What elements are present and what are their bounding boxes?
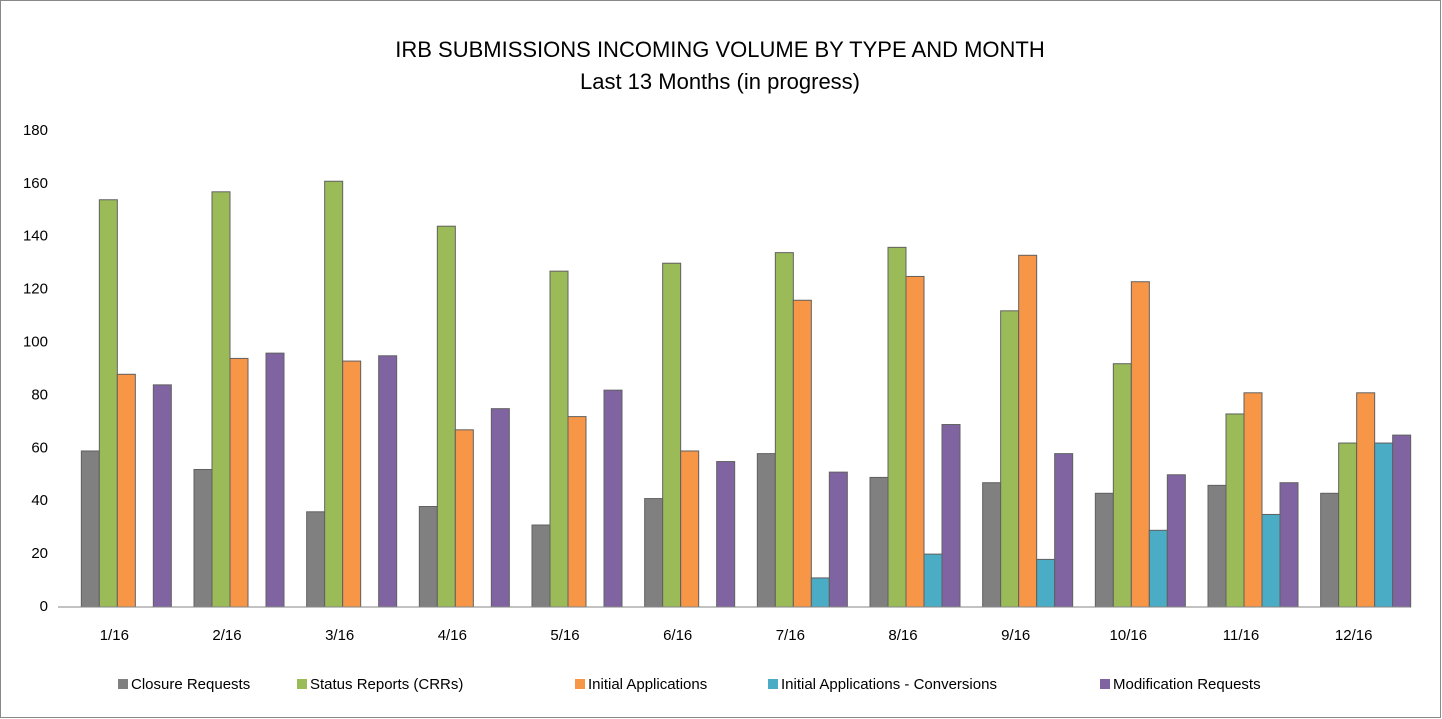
- bar: [905, 275, 925, 608]
- bar: [1130, 281, 1150, 608]
- bar: [98, 199, 118, 608]
- x-tick-label: 5/16: [550, 627, 579, 644]
- bar: [567, 416, 587, 608]
- bar: [792, 299, 812, 608]
- bar: [828, 471, 848, 608]
- legend-swatch: [768, 679, 778, 689]
- bar: [1338, 442, 1358, 608]
- bar: [1148, 529, 1168, 608]
- bar: [1036, 558, 1056, 608]
- bar: [1207, 484, 1227, 608]
- bar: [306, 511, 326, 608]
- bar: [378, 355, 398, 608]
- x-tick-label: 2/16: [212, 627, 241, 644]
- bar: [1320, 492, 1340, 608]
- bar: [887, 246, 907, 608]
- bar: [549, 270, 569, 608]
- legend-label: Closure Requests: [131, 676, 250, 693]
- bar: [941, 424, 961, 608]
- x-tick-label: 10/16: [1110, 627, 1148, 644]
- bar: [1166, 474, 1186, 608]
- bar: [211, 191, 231, 608]
- bar: [1356, 392, 1376, 608]
- bar: [1000, 310, 1020, 608]
- chart-subtitle: Last 13 Months (in progress): [580, 69, 860, 94]
- legend-label: Modification Requests: [1113, 676, 1261, 693]
- bar: [1261, 513, 1281, 608]
- bar: [1225, 413, 1245, 608]
- x-tick-label: 8/16: [888, 627, 917, 644]
- bar: [490, 408, 510, 608]
- y-tick-label: 180: [23, 122, 48, 139]
- x-tick-label: 7/16: [776, 627, 805, 644]
- x-tick-label: 12/16: [1335, 627, 1373, 644]
- y-tick-label: 140: [23, 228, 48, 245]
- legend-label: Initial Applications - Conversions: [781, 676, 997, 693]
- bar: [1018, 254, 1038, 608]
- bar: [662, 262, 682, 608]
- bar: [454, 429, 474, 608]
- x-tick-label: 3/16: [325, 627, 354, 644]
- bar: [1094, 492, 1114, 608]
- x-tick-label: 9/16: [1001, 627, 1030, 644]
- bar: [531, 524, 551, 608]
- bar: [418, 506, 438, 608]
- bar: [756, 453, 776, 608]
- bar: [774, 252, 794, 608]
- x-tick-label: 1/16: [100, 627, 129, 644]
- bar: [869, 476, 889, 608]
- bar: [80, 450, 100, 608]
- bar: [1279, 482, 1299, 608]
- bar: [324, 180, 344, 608]
- bar: [193, 468, 213, 608]
- legend-label: Initial Applications: [588, 676, 707, 693]
- x-tick-label: 11/16: [1223, 627, 1259, 644]
- y-tick-label: 0: [40, 598, 48, 615]
- bar: [265, 352, 285, 608]
- x-tick-label: 4/16: [438, 627, 467, 644]
- legend-label: Status Reports (CRRs): [310, 676, 463, 693]
- y-tick-label: 60: [31, 439, 48, 456]
- bar: [810, 577, 830, 608]
- bar: [603, 389, 623, 608]
- x-tick-label: 6/16: [663, 627, 692, 644]
- bar: [716, 461, 736, 608]
- bar: [644, 498, 664, 608]
- bar: [923, 553, 943, 608]
- legend-swatch: [297, 679, 307, 689]
- bar: [436, 225, 456, 608]
- bar: [680, 450, 700, 608]
- bar: [229, 357, 249, 608]
- y-tick-label: 100: [23, 334, 48, 351]
- bar: [342, 360, 362, 608]
- bar: [116, 373, 136, 608]
- bar: [1243, 392, 1263, 608]
- chart-title: IRB SUBMISSIONS INCOMING VOLUME BY TYPE …: [395, 37, 1045, 62]
- legend-swatch: [118, 679, 128, 689]
- legend-swatch: [575, 679, 585, 689]
- y-tick-label: 40: [31, 492, 48, 509]
- bar: [152, 384, 172, 608]
- bar: [1374, 442, 1394, 608]
- y-tick-label: 160: [23, 175, 48, 192]
- bar: [1054, 453, 1074, 608]
- bar: [1112, 363, 1132, 608]
- y-tick-label: 20: [31, 545, 48, 562]
- y-tick-label: 120: [23, 281, 48, 298]
- legend-swatch: [1100, 679, 1110, 689]
- bar: [982, 482, 1002, 608]
- y-tick-label: 80: [31, 386, 48, 403]
- bar: [1392, 434, 1412, 608]
